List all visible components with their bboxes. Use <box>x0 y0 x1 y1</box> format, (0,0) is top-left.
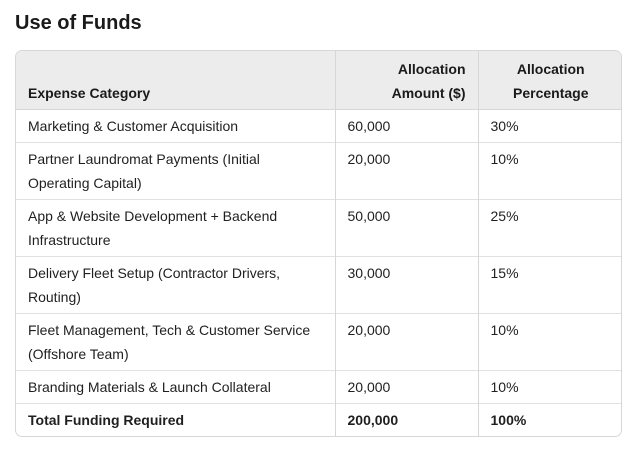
cell-amount: 20,000 <box>334 142 478 200</box>
header-allocation-amount: Allocation Amount ($) <box>334 51 478 110</box>
total-amount: 200,000 <box>334 403 478 436</box>
table-row: Marketing & Customer Acquisition 60,000 … <box>16 109 621 143</box>
cell-amount: 20,000 <box>334 370 478 404</box>
cell-category: App & Website Development + Backend Infr… <box>16 199 335 257</box>
header-allocation-percentage-line2: Percentage <box>513 85 589 101</box>
total-category: Total Funding Required <box>16 403 335 436</box>
table-row: App & Website Development + Backend Infr… <box>16 199 621 257</box>
cell-category: Delivery Fleet Setup (Contractor Drivers… <box>16 256 335 314</box>
cell-percent: 15% <box>477 256 621 314</box>
cell-category: Partner Laundromat Payments (Initial Ope… <box>16 142 335 200</box>
header-expense-category-label: Expense Category <box>28 85 151 101</box>
header-expense-category: Expense Category <box>16 51 335 110</box>
total-row: Total Funding Required 200,000 100% <box>16 403 621 436</box>
cell-percent: 10% <box>477 142 621 200</box>
page-title: Use of Funds <box>15 12 142 34</box>
cell-percent: 10% <box>477 313 621 371</box>
header-allocation-amount-line2: Amount ($) <box>391 85 466 101</box>
cell-category: Marketing & Customer Acquisition <box>28 118 239 134</box>
cell-amount: 50,000 <box>334 199 478 257</box>
cell-amount: 30,000 <box>334 256 478 314</box>
table-row: Fleet Management, Tech & Customer Servic… <box>16 313 621 371</box>
cell-category: Fleet Management, Tech & Customer Servic… <box>16 313 335 371</box>
table-header: Expense Category Allocation Amount ($) A… <box>16 51 621 110</box>
table-row: Delivery Fleet Setup (Contractor Drivers… <box>16 256 621 314</box>
use-of-funds-table: Expense Category Allocation Amount ($) A… <box>16 51 621 436</box>
use-of-funds-table-container: Expense Category Allocation Amount ($) A… <box>15 50 622 437</box>
header-allocation-percentage: Allocation Percentage <box>477 51 621 110</box>
table-body: Marketing & Customer Acquisition 60,000 … <box>16 109 621 436</box>
table-row: Branding Materials & Launch Collateral 2… <box>16 370 621 404</box>
header-row: Expense Category Allocation Amount ($) A… <box>16 51 621 110</box>
cell-amount: 60,000 <box>334 109 478 143</box>
cell-percent: 30% <box>477 109 621 143</box>
cell-amount: 20,000 <box>334 313 478 371</box>
cell-percent: 25% <box>477 199 621 257</box>
total-percent: 100% <box>477 403 621 436</box>
header-allocation-amount-line1: Allocation <box>397 61 466 77</box>
header-allocation-percentage-line1: Allocation <box>516 61 585 77</box>
cell-category: Branding Materials & Launch Collateral <box>16 370 335 404</box>
table-row: Partner Laundromat Payments (Initial Ope… <box>16 142 621 200</box>
cell-percent: 10% <box>477 370 621 404</box>
